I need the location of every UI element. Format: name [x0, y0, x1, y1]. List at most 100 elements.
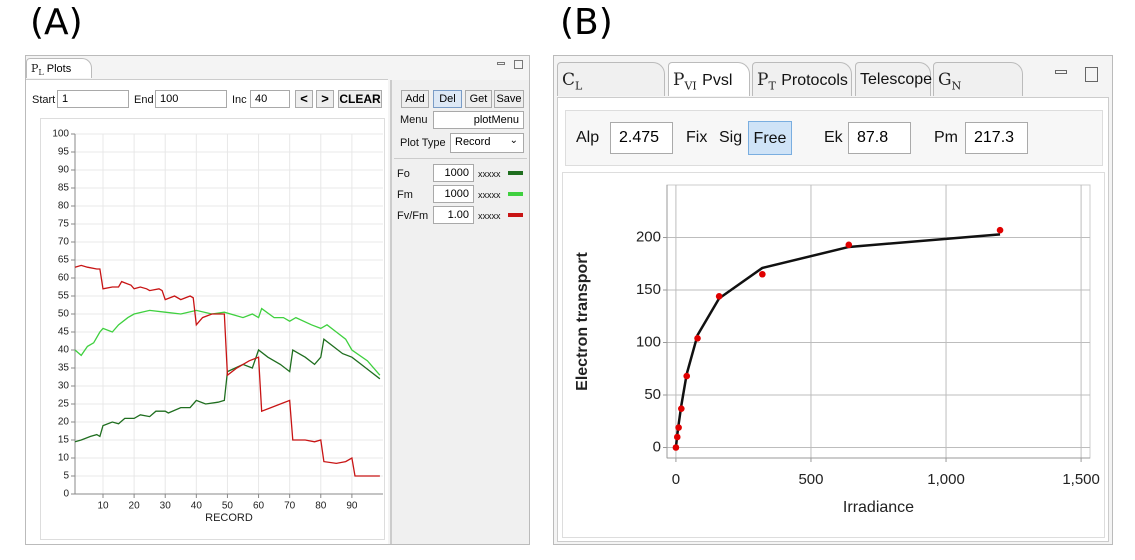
x-tick-label: 70	[284, 501, 296, 512]
maximize-icon[interactable]	[1085, 67, 1098, 82]
series-line	[74, 338, 381, 443]
divider	[390, 80, 392, 544]
maximize-icon[interactable]	[514, 60, 523, 69]
y-tick-label: 200	[636, 228, 661, 245]
x-tick-label: 20	[129, 501, 141, 512]
data-point	[673, 433, 681, 441]
legend-value[interactable]: 1000	[433, 164, 474, 182]
data-point	[996, 226, 1004, 234]
tab[interactable]: PL Plots	[26, 58, 92, 78]
minimize-icon[interactable]	[1055, 70, 1067, 74]
y-tick-label: 0	[653, 438, 661, 455]
y-tick-label: 50	[644, 386, 661, 403]
y-tick-label: 10	[58, 453, 70, 464]
legend-value[interactable]: 1.00	[433, 206, 474, 224]
get-button[interactable]: Get	[465, 90, 492, 108]
legend-code: xxxxx	[478, 211, 501, 221]
minimize-icon[interactable]	[497, 62, 505, 65]
pm-input[interactable]: 217.3	[965, 122, 1028, 154]
icon-sub: L	[575, 79, 583, 93]
tab[interactable]: PT Protocols	[752, 62, 852, 96]
next-button[interactable]: >	[316, 90, 334, 108]
legend-name: Fm	[397, 189, 413, 201]
icon-main: G	[938, 70, 952, 90]
ek-input[interactable]: 87.8	[848, 122, 911, 154]
x-tick-label: 10	[97, 501, 109, 512]
y-tick-label: 20	[58, 417, 70, 428]
prev-button[interactable]: <	[295, 90, 313, 108]
plot-type-label: Plot Type	[400, 137, 446, 149]
fix-label: Fix	[686, 129, 708, 146]
tab[interactable]: CL Calibration	[557, 62, 665, 128]
tab-icon: GN	[938, 70, 962, 93]
menu-label: Menu	[400, 114, 428, 126]
alp-input[interactable]: 2.475	[610, 122, 673, 154]
legend-swatch	[508, 192, 523, 196]
y-tick-label: 35	[58, 363, 70, 374]
y-tick-label: 85	[58, 183, 70, 194]
x-tick-label: 60	[253, 501, 265, 512]
legend-swatch	[508, 213, 523, 217]
plot-background	[666, 184, 1091, 459]
start-input[interactable]: 1	[57, 90, 129, 108]
save-button[interactable]: Save	[494, 90, 524, 108]
x-axis-label: RECORD	[205, 512, 253, 524]
x-tick-label: 50	[222, 501, 234, 512]
data-point	[759, 270, 766, 278]
data-point	[672, 444, 680, 451]
x-tick-label: 1,500	[1062, 471, 1100, 488]
legend-code: xxxxx	[478, 169, 501, 179]
icon-sub: N	[951, 79, 962, 93]
data-point	[678, 405, 685, 412]
chart: 0 50 100 150 200 0 500 1,000 1,500 Irradiance Elec…	[574, 184, 1100, 516]
menu-input[interactable]: plotMenu	[433, 111, 524, 129]
pm-label: Pm	[934, 129, 958, 146]
series-line	[74, 264, 380, 477]
tab-icon: PT	[757, 70, 781, 93]
y-tick-label: 25	[58, 399, 70, 410]
clear-button[interactable]: CLEAR	[338, 90, 382, 108]
chart-frame	[40, 118, 385, 540]
icon-sub: L	[38, 68, 44, 78]
icon-sub: T	[768, 79, 776, 93]
y-tick-label: 0	[63, 489, 69, 500]
data-point	[675, 424, 682, 431]
tab-title: Plots	[46, 63, 72, 75]
panel-label: (B)	[560, 2, 613, 43]
dropdown-arrow: ⌄	[509, 135, 518, 146]
ek-label: Ek	[824, 129, 843, 146]
data-point	[715, 293, 723, 300]
y-tick-label: 70	[58, 237, 70, 248]
y-tick-label: 40	[58, 345, 70, 356]
data-point	[683, 372, 691, 380]
add-button[interactable]: Add	[401, 90, 429, 108]
tab-title: Protocols	[781, 72, 848, 89]
y-tick-label: 100	[636, 333, 661, 350]
del-button[interactable]: Del	[433, 90, 462, 108]
tab-title: Pvsl	[702, 72, 733, 89]
end-input[interactable]: 100	[155, 90, 227, 108]
plot-type-select[interactable]: Record ⌄	[450, 133, 524, 153]
tab[interactable]: Telescope	[855, 62, 933, 96]
select-value: Record	[455, 136, 491, 148]
icon-main: P	[757, 70, 769, 90]
tab-icon: PL	[31, 62, 44, 78]
legend-name: Fv/Fm	[397, 210, 429, 222]
inc-input[interactable]: 40	[250, 90, 290, 108]
alp-label: Alp	[576, 129, 600, 146]
x-tick-label: 40	[191, 501, 203, 512]
x-tick-label: 0	[672, 471, 680, 488]
free-button[interactable]: Free	[748, 121, 792, 155]
y-axis-label: Electron transport	[574, 251, 591, 390]
x-tick-label: 30	[160, 501, 172, 512]
start-label: Start	[32, 94, 56, 106]
y-tick-label: 55	[58, 291, 70, 302]
x-tick-label: 500	[798, 471, 823, 488]
y-tick-label: 30	[58, 381, 70, 392]
tab[interactable]: GN Generic	[933, 62, 1023, 128]
legend-value[interactable]: 1000	[433, 185, 474, 203]
icon-main: C	[562, 70, 576, 90]
tab-title: Telescope	[860, 71, 933, 88]
tab-icon: CL	[562, 70, 583, 93]
tab[interactable]: PVI Pvsl	[668, 62, 750, 96]
